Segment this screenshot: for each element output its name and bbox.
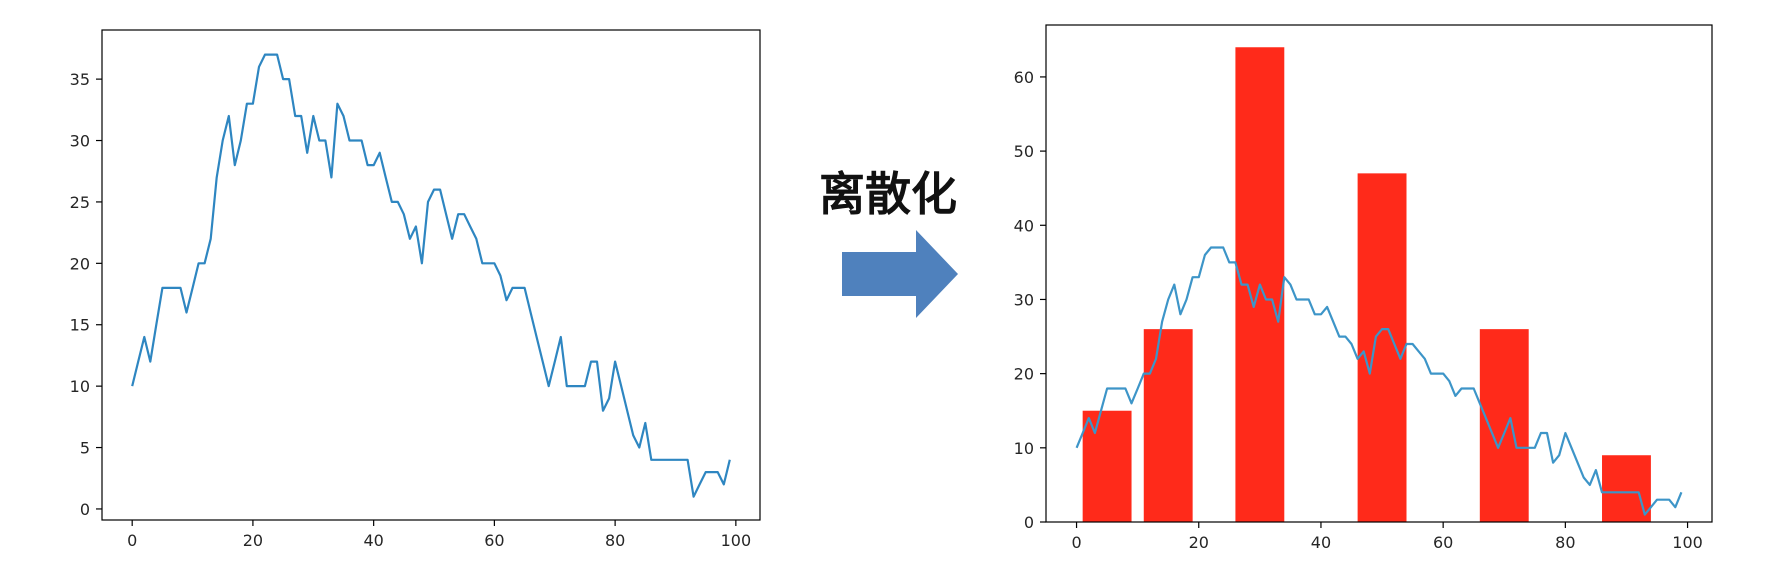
original-line-chart: 0 20 40 60 80 100 0 5 10 15 20 25 30 35: [70, 29, 761, 550]
series-line: [1075, 246, 1683, 516]
y-tick-label: 0: [80, 500, 90, 519]
y-tick-label: 40: [1014, 216, 1034, 235]
bar: [1082, 410, 1132, 522]
series-line: [131, 53, 731, 498]
plot-frame: [1045, 24, 1713, 523]
y-tick-label: 15: [70, 316, 90, 335]
plot-frame: [101, 29, 761, 521]
y-tick-label: 20: [70, 254, 90, 273]
x-tick-label: 60: [484, 531, 504, 550]
discretization-arrow: 离散化: [819, 167, 958, 318]
right-arrow-icon: [842, 230, 958, 318]
x-tick-label: 20: [243, 531, 263, 550]
discretized-bar-chart: 0 20 40 60 80 100 0 10 20 30 40 50 60: [1014, 24, 1713, 552]
x-tick-label: 0: [127, 531, 137, 550]
y-tick-label: 20: [1014, 365, 1034, 384]
x-tick-label: 80: [605, 531, 625, 550]
y-tick-label: 10: [70, 377, 90, 396]
x-tick-label: 100: [721, 531, 752, 550]
x-tick-label: 20: [1189, 533, 1209, 552]
y-tick-label: 60: [1014, 68, 1034, 87]
bar: [1357, 173, 1407, 522]
y-tick-label: 30: [1014, 290, 1034, 309]
x-tick-label: 0: [1071, 533, 1081, 552]
y-tick-label: 30: [70, 132, 90, 151]
arrow-label: 离散化: [819, 167, 957, 221]
x-tick-label: 80: [1555, 533, 1575, 552]
y-tick-label: 35: [70, 70, 90, 89]
y-tick-label: 5: [80, 439, 90, 458]
x-tick-label: 40: [363, 531, 383, 550]
bar: [1479, 329, 1529, 522]
x-tick-label: 100: [1672, 533, 1703, 552]
x-tick-label: 60: [1433, 533, 1453, 552]
x-tick-label: 40: [1311, 533, 1331, 552]
y-tick-label: 50: [1014, 142, 1034, 161]
bar: [1143, 329, 1193, 522]
y-tick-label: 25: [70, 193, 90, 212]
y-tick-label: 0: [1024, 513, 1034, 532]
y-tick-label: 10: [1014, 439, 1034, 458]
